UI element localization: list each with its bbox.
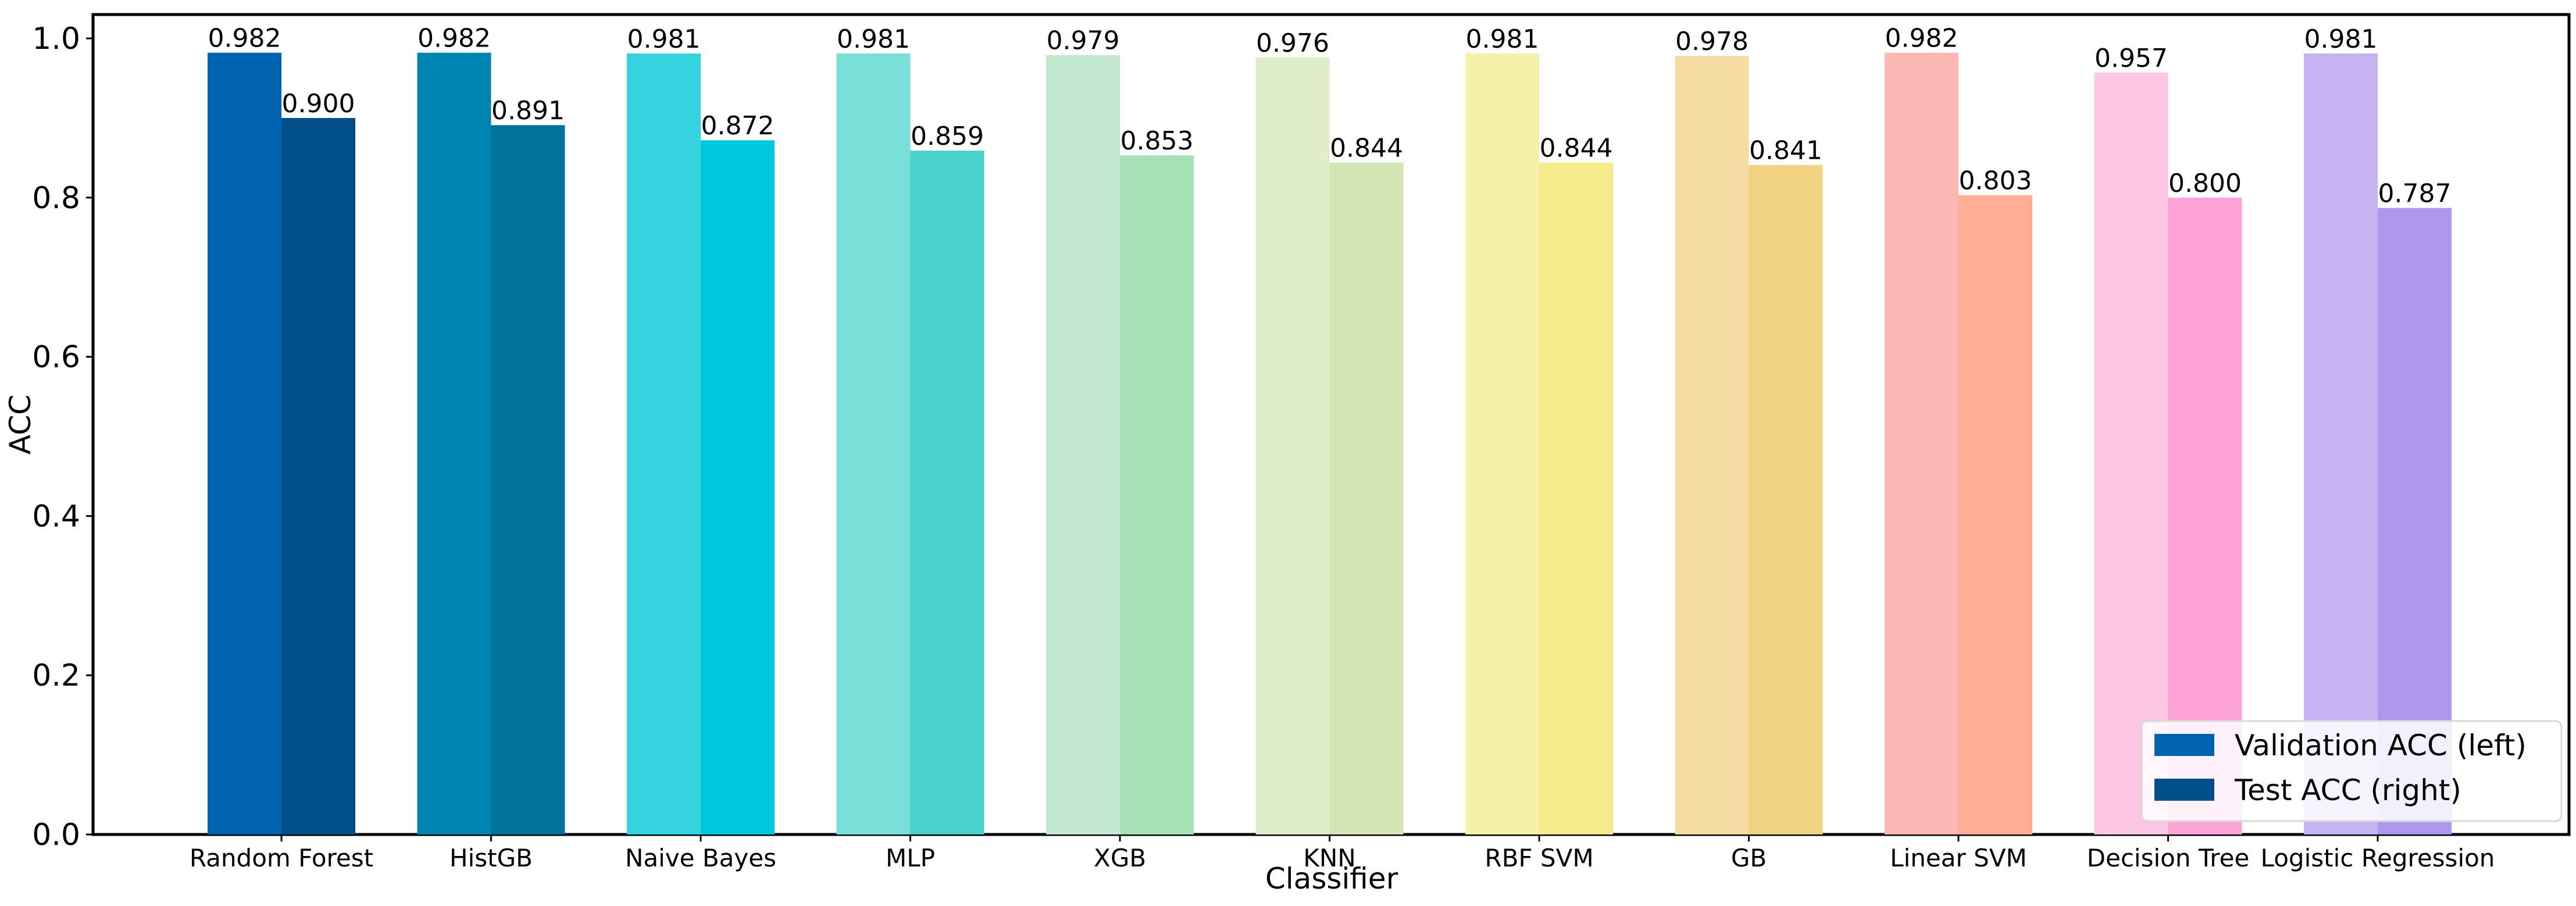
legend-entry-0: Validation ACC (left) [2235,729,2527,762]
x-tick-label-9: Decision Tree [2087,844,2250,872]
bars-group [208,52,2452,835]
test-bar-0 [281,117,355,834]
validation-bar-10 [2304,53,2378,835]
y-axis-ticks: 0.0 0.2 0.4 0.6 0.8 1.0 [32,22,93,853]
test-bar-8 [1958,195,2032,834]
legend: Validation ACC (left) Test ACC (right) [2140,720,2563,822]
validation-bar-7 [1675,56,1749,834]
test-value-label-0: 0.900 [282,89,355,119]
x-tick-label-3: MLP [886,844,935,872]
x-tick-label-6: RBF SVM [1485,844,1593,872]
test-value-label-5: 0.844 [1330,134,1403,163]
legend-swatch-1 [2154,779,2214,801]
validation-bar-0 [208,52,281,835]
test-value-label-9: 0.800 [2168,169,2242,198]
validation-value-label-5: 0.976 [1256,28,1329,58]
validation-value-label-2: 0.981 [627,24,701,54]
validation-bar-8 [1885,52,1958,835]
test-value-label-2: 0.872 [701,111,775,141]
legend-swatch-0 [2154,734,2214,756]
validation-value-label-3: 0.981 [837,24,910,54]
x-tick-label-7: GB [1731,844,1767,872]
test-bar-6 [1539,162,1613,835]
x-tick-label-10: Logistic Regression [2261,844,2495,872]
test-value-label-3: 0.859 [911,122,984,151]
validation-bar-3 [836,53,911,835]
validation-bar-2 [627,53,701,835]
x-tick-label-4: XGB [1094,844,1146,872]
validation-value-label-0: 0.982 [208,24,281,53]
validation-bar-9 [2094,72,2168,835]
validation-bar-4 [1046,55,1120,834]
test-value-label-10: 0.787 [2378,179,2452,209]
test-value-label-6: 0.844 [1540,134,1613,163]
test-bar-7 [1749,165,1823,834]
test-value-label-1: 0.891 [491,96,565,126]
x-tick-label-0: Random Forest [190,844,373,872]
legend-entry-1: Test ACC (right) [2234,773,2461,807]
y-tick-label-1: 0.2 [32,658,80,693]
y-axis-label: ACC [3,394,37,454]
x-axis-ticks: Random Forest HistGB Naive Bayes MLP XGB KNN R… [190,834,2495,872]
y-tick-label-2: 0.4 [32,499,80,534]
y-tick-label-3: 0.6 [32,340,80,375]
test-bar-1 [491,125,565,835]
x-tick-label-8: Linear SVM [1890,844,2027,872]
validation-value-label-9: 0.957 [2095,44,2168,73]
x-tick-label-5: KNN [1303,844,1355,872]
validation-value-label-6: 0.981 [1466,24,1539,54]
test-value-label-7: 0.841 [1749,136,1822,166]
x-tick-label-2: Naive Bayes [625,844,776,872]
test-value-label-4: 0.853 [1121,126,1194,156]
test-bar-4 [1120,155,1194,834]
validation-value-label-1: 0.982 [418,24,491,53]
y-tick-label-5: 1.0 [32,22,80,56]
validation-value-label-4: 0.979 [1047,26,1120,56]
validation-bar-5 [1255,57,1330,835]
test-bar-2 [701,140,775,835]
validation-bar-6 [1465,53,1539,835]
validation-value-label-10: 0.981 [2304,24,2378,54]
validation-value-label-7: 0.978 [1675,27,1749,56]
y-tick-label-0: 0.0 [32,818,80,853]
validation-bar-1 [417,52,491,835]
x-axis-label: Classifier [1265,862,1398,896]
test-value-label-8: 0.803 [1959,166,2032,196]
legend-box [2140,720,2563,822]
validation-value-label-8: 0.982 [1885,24,1958,53]
bar-labels-group: 0.982 0.900 0.982 0.891 0.981 0.872 0.981 0.859… [208,24,2452,209]
test-bar-3 [910,151,984,834]
x-tick-label-1: HistGB [449,844,533,872]
y-tick-label-4: 0.8 [32,181,80,216]
test-bar-5 [1329,162,1404,835]
